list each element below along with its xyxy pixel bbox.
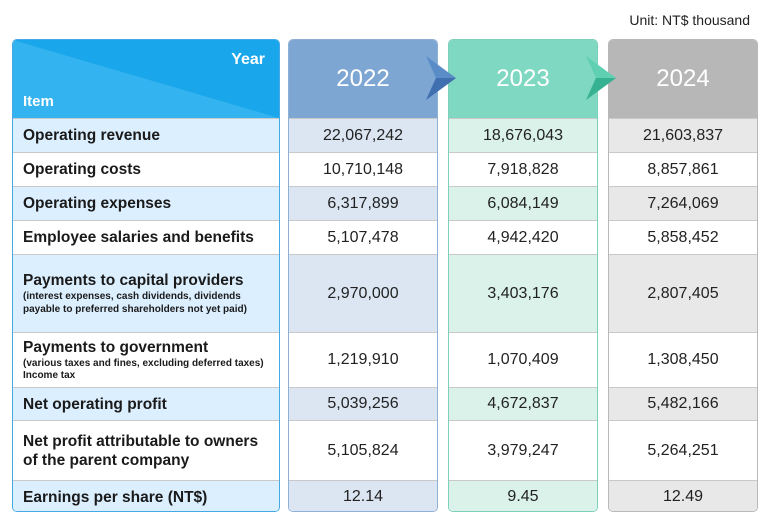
year-label: 2023 — [496, 65, 550, 92]
row-label: Payments to government (various taxes and… — [13, 332, 279, 387]
header-diagonal — [13, 40, 279, 118]
value-cell: 21,603,837 — [609, 118, 757, 152]
value-cell: 18,676,043 — [449, 118, 597, 152]
value-cell: 6,317,899 — [289, 186, 437, 220]
value-cell: 5,107,478 — [289, 220, 437, 254]
value-cell: 2,807,405 — [609, 254, 757, 332]
value-cell: 5,482,166 — [609, 387, 757, 420]
value-cell: 1,308,450 — [609, 332, 757, 387]
row-label: Operating revenue — [13, 118, 279, 152]
value-cell: 12.14 — [289, 480, 437, 511]
item-header-label: Item — [23, 93, 54, 110]
row-label: Operating expenses — [13, 186, 279, 220]
value-cell: 1,070,409 — [449, 332, 597, 387]
year-header: 2022 — [289, 40, 437, 118]
value-cell: 7,918,828 — [449, 152, 597, 186]
row-label: Net operating profit — [13, 387, 279, 420]
value-cell: 5,264,251 — [609, 420, 757, 480]
arrow-right-icon — [426, 56, 456, 100]
item-column: Year Item Operating revenue Operating co… — [12, 39, 280, 512]
value-cell: 2,970,000 — [289, 254, 437, 332]
value-cell: 1,219,910 — [289, 332, 437, 387]
value-cell: 9.45 — [449, 480, 597, 511]
year-header-label: Year — [231, 51, 265, 68]
year-label: 2022 — [336, 65, 390, 92]
value-cell: 4,942,420 — [449, 220, 597, 254]
item-header: Year Item — [13, 40, 279, 118]
year-header: 2023 — [449, 40, 597, 118]
value-cell: 6,084,149 — [449, 186, 597, 220]
year-column-2024: 2024 21,603,837 8,857,861 7,264,069 5,85… — [608, 39, 758, 512]
row-label: Employee salaries and benefits — [13, 220, 279, 254]
value-cell: 5,039,256 — [289, 387, 437, 420]
row-label: Net profit attributable to owners of the… — [13, 420, 279, 480]
value-cell: 10,710,148 — [289, 152, 437, 186]
value-cell: 8,857,861 — [609, 152, 757, 186]
year-column-2023: 2023 18,676,043 7,918,828 6,084,149 4,94… — [448, 39, 598, 512]
value-cell: 22,067,242 — [289, 118, 437, 152]
value-cell: 12.49 — [609, 480, 757, 511]
value-cell: 4,672,837 — [449, 387, 597, 420]
value-cell: 5,858,452 — [609, 220, 757, 254]
arrow-right-icon — [586, 56, 616, 100]
row-label: Operating costs — [13, 152, 279, 186]
value-cell: 3,403,176 — [449, 254, 597, 332]
unit-note: Unit: NT$ thousand — [629, 12, 750, 28]
value-cell: 3,979,247 — [449, 420, 597, 480]
value-cell: 5,105,824 — [289, 420, 437, 480]
row-label: Earnings per share (NT$) — [13, 480, 279, 511]
year-column-2022: 2022 22,067,242 10,710,148 6,317,899 5,1… — [288, 39, 438, 512]
row-label: Payments to capital providers (interest e… — [13, 254, 279, 332]
year-label: 2024 — [656, 65, 710, 92]
year-header: 2024 — [609, 40, 757, 118]
value-cell: 7,264,069 — [609, 186, 757, 220]
